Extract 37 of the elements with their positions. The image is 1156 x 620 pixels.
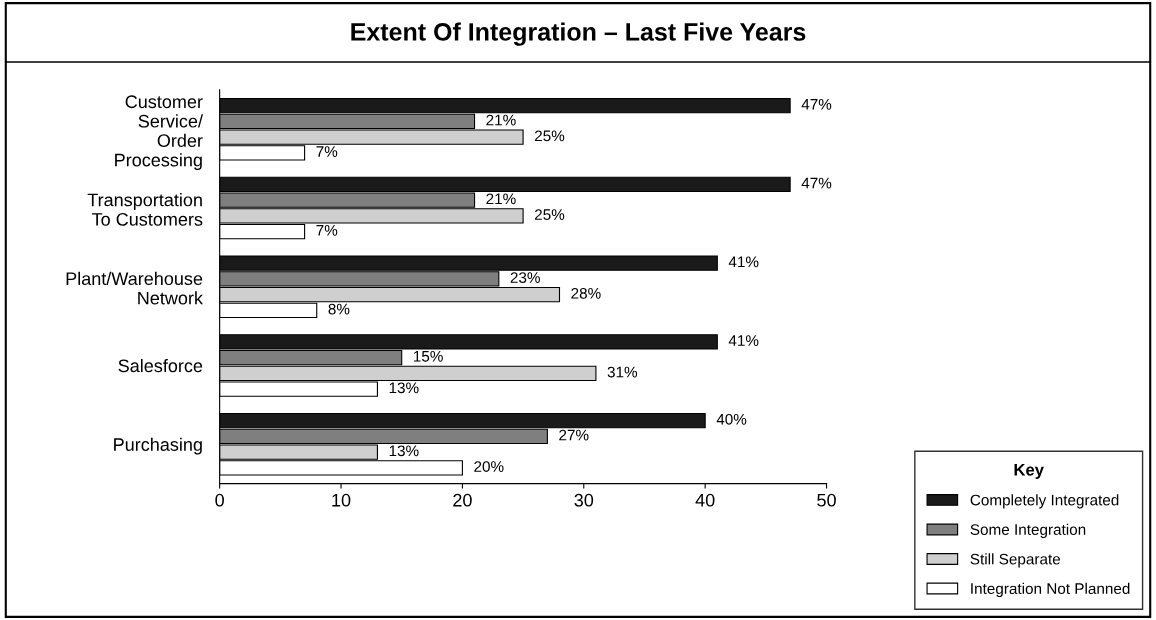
legend-title: Key [1014, 464, 1044, 479]
data-label: 21% [486, 193, 516, 205]
data-label: 41% [728, 256, 759, 268]
data-label: 23% [510, 272, 540, 283]
y-tick-label: Salesforce [118, 358, 203, 373]
legend-label: Still Separate [970, 553, 1061, 568]
data-label: 20% [474, 461, 504, 472]
legend-label: Some Integration [970, 523, 1086, 538]
data-label: 31% [607, 366, 638, 378]
y-tick-label: Customer Service/ Order Processing [115, 95, 203, 171]
y-tick-label: Transportation To Customers [87, 193, 203, 226]
data-label: 27% [559, 429, 589, 441]
data-label: 15% [413, 350, 443, 362]
data-label: 28% [571, 287, 601, 299]
data-label: 7% [316, 146, 338, 157]
data-label: 47% [801, 99, 832, 110]
data-label: 47% [801, 177, 832, 189]
y-tick-label: Plant/Warehouse Network [66, 271, 203, 305]
data-label: 13% [389, 382, 419, 394]
data-label: 7% [316, 224, 338, 236]
data-label: 13% [389, 445, 419, 457]
legend-label: Completely Integrated [970, 494, 1119, 509]
x-tick-label: 20 [453, 493, 472, 507]
data-label: 41% [728, 335, 759, 346]
x-tick-label: 0 [215, 493, 224, 507]
data-label: 8% [328, 303, 350, 315]
data-label: 21% [486, 114, 516, 126]
x-tick-label: 10 [332, 493, 351, 507]
data-label: 25% [534, 209, 565, 220]
legend-label: Integration Not Planned [971, 582, 1130, 598]
x-tick-label: 30 [574, 493, 594, 507]
chart-title: Extent Of Integration – Last Five Years [351, 22, 806, 46]
data-label: 25% [534, 130, 565, 142]
x-tick-label: 40 [695, 493, 715, 507]
data-label: 40% [716, 413, 747, 425]
y-tick-label: Purchasing [114, 437, 202, 455]
x-tick-label: 50 [817, 493, 836, 507]
